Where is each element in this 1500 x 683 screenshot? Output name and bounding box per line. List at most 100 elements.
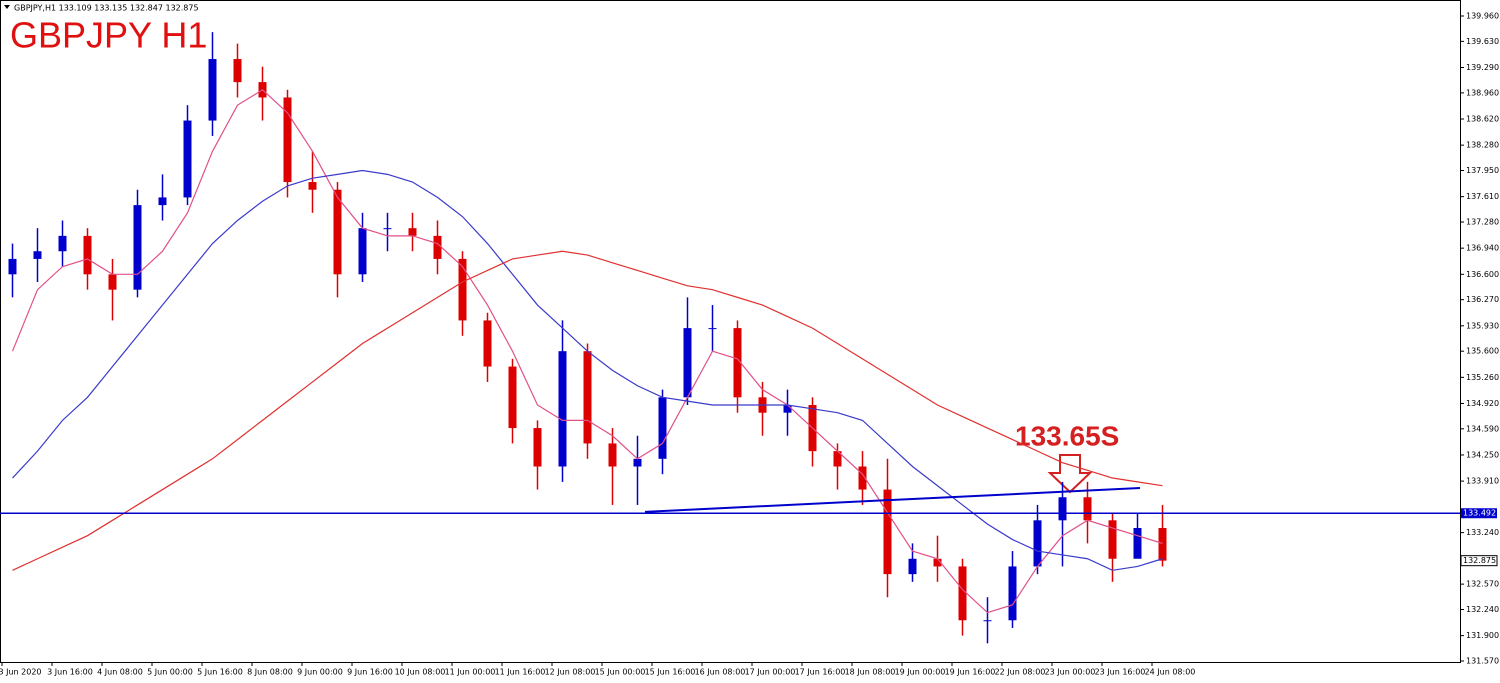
y-tick-label: 132.240 xyxy=(1466,605,1499,614)
candle-body xyxy=(308,182,317,190)
chart-title: GBPJPY H1 xyxy=(10,15,207,56)
candle-body xyxy=(158,197,167,206)
x-tick-label: 19 Jun 16:00 xyxy=(945,668,996,677)
candle-body xyxy=(508,366,517,429)
y-tick-label: 132.570 xyxy=(1466,580,1499,589)
y-tick-label: 134.250 xyxy=(1466,450,1499,459)
candle-body xyxy=(1133,528,1142,559)
y-tick-label: 138.620 xyxy=(1466,115,1499,124)
x-tick-label: 17 Jun 16:00 xyxy=(795,668,846,677)
x-tick-label: 3 Jun 16:00 xyxy=(47,668,93,677)
y-tick-label: 137.280 xyxy=(1466,218,1499,227)
x-tick-label: 19 Jun 00:00 xyxy=(895,668,946,677)
x-tick-label: 11 Jun 00:00 xyxy=(445,668,496,677)
moving-average xyxy=(11,89,1163,614)
annotation: 133.65S xyxy=(1015,420,1119,451)
candle-body xyxy=(933,558,942,567)
candle-body xyxy=(558,351,567,467)
candle-body xyxy=(583,351,592,444)
candle-body xyxy=(608,443,617,467)
candle-body xyxy=(8,258,17,275)
y-tick-label: 137.610 xyxy=(1466,192,1499,201)
arrow xyxy=(1047,454,1093,494)
plot-frame xyxy=(0,0,1461,663)
candle-body xyxy=(458,258,467,321)
candle-body xyxy=(133,205,142,290)
candle-body xyxy=(208,59,217,121)
trend-line xyxy=(644,487,1141,513)
candle-body xyxy=(283,97,292,183)
candle-body xyxy=(183,120,192,198)
candle-body xyxy=(983,620,992,622)
x-tick-label: 11 Jun 16:00 xyxy=(495,668,546,677)
x-tick-label: 3 Jun 2020 xyxy=(0,668,42,677)
x-tick-label: 8 Jun 08:00 xyxy=(247,668,293,677)
x-tick-label: 5 Jun 00:00 xyxy=(147,668,193,677)
candle-body xyxy=(1033,520,1042,567)
y-tick-label: 136.600 xyxy=(1466,270,1499,279)
candle-body xyxy=(708,328,717,330)
candle-body xyxy=(733,328,742,398)
y-tick-label: 135.600 xyxy=(1466,347,1499,356)
y-tick-label: 134.590 xyxy=(1466,424,1499,433)
y-tick-label: 136.940 xyxy=(1466,244,1499,253)
x-tick-label: 22 Jun 08:00 xyxy=(995,668,1046,677)
candle-body xyxy=(783,404,792,413)
candle-body xyxy=(1058,497,1067,521)
candle-body xyxy=(1108,520,1117,559)
candle-body xyxy=(533,428,542,467)
moving-average xyxy=(12,250,1163,571)
candle-body xyxy=(408,228,417,236)
candle-body xyxy=(658,397,667,459)
candle-body xyxy=(358,228,367,275)
y-tick-label: 137.950 xyxy=(1466,166,1499,175)
x-tick-label: 9 Jun 16:00 xyxy=(347,668,393,677)
candle-body xyxy=(908,558,917,575)
x-tick-label: 10 Jun 08:00 xyxy=(395,668,446,677)
candle-body xyxy=(1008,566,1017,621)
last-price-label: 132.875 xyxy=(1463,556,1496,565)
y-tick-label: 138.960 xyxy=(1466,88,1499,97)
candle-body xyxy=(858,466,867,490)
x-tick-label: 5 Jun 16:00 xyxy=(197,668,243,677)
y-tick-label: 135.930 xyxy=(1466,321,1499,330)
candle-body xyxy=(433,235,442,259)
x-tick-label: 23 Jun 00:00 xyxy=(1045,668,1096,677)
candle-body xyxy=(58,235,67,252)
x-tick-label: 16 Jun 08:00 xyxy=(695,668,746,677)
candle-body xyxy=(33,251,42,259)
x-tick-label: 4 Jun 08:00 xyxy=(97,668,143,677)
price-tag-label: 133.492 xyxy=(1463,509,1496,518)
candle-body xyxy=(333,189,342,275)
y-tick-label: 136.270 xyxy=(1466,295,1499,304)
x-tick-label: 9 Jun 00:00 xyxy=(297,668,343,677)
moving-average xyxy=(12,169,1163,571)
candle-body xyxy=(883,489,892,575)
candle-body xyxy=(1083,497,1092,521)
x-tick-label: 12 Jun 08:00 xyxy=(545,668,596,677)
candle-body xyxy=(958,566,967,621)
x-tick-label: 18 Jun 08:00 xyxy=(845,668,896,677)
candle-body xyxy=(1158,528,1167,561)
y-tick-label: 131.570 xyxy=(1466,657,1499,666)
menu-triangle xyxy=(4,5,10,9)
x-tick-label: 23 Jun 16:00 xyxy=(1095,668,1146,677)
candle-body xyxy=(383,228,392,230)
x-tick-label: 15 Jun 00:00 xyxy=(595,668,646,677)
y-tick-label: 135.260 xyxy=(1466,373,1499,382)
last-price-tag xyxy=(1460,555,1498,567)
y-tick-label: 139.960 xyxy=(1466,11,1499,20)
x-tick-label: 15 Jun 16:00 xyxy=(645,668,696,677)
y-tick-label: 133.240 xyxy=(1466,528,1499,537)
candle-body xyxy=(633,458,642,467)
y-tick-label: 134.920 xyxy=(1466,399,1499,408)
candle-body xyxy=(233,59,242,83)
y-tick-label: 139.290 xyxy=(1466,63,1499,72)
y-tick-label: 131.900 xyxy=(1466,631,1499,640)
y-tick-label: 133.910 xyxy=(1466,477,1499,486)
chart-header: GBPJPY,H1 133.109 133.135 132.847 132.87… xyxy=(14,4,199,13)
candle-body xyxy=(83,235,92,275)
y-tick-label: 139.630 xyxy=(1466,37,1499,46)
candle-body xyxy=(108,274,117,290)
candle-body xyxy=(683,328,692,398)
